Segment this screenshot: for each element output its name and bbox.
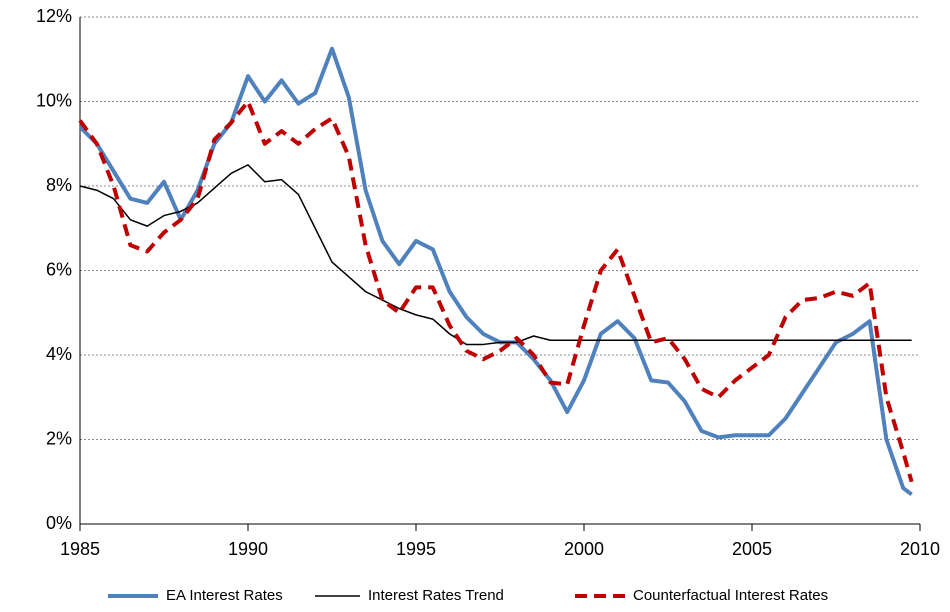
series-line	[79, 164, 912, 346]
y-tick-label: 12%	[36, 6, 72, 26]
y-tick-label: 10%	[36, 90, 72, 110]
x-tick-label: 1990	[228, 539, 268, 559]
x-tick-label: 1995	[396, 539, 436, 559]
legend-label: EA Interest Rates	[166, 587, 283, 604]
x-tick-label: 2000	[564, 539, 604, 559]
y-tick-label: 8%	[46, 175, 72, 195]
x-tick-label: 1985	[60, 539, 100, 559]
y-tick-label: 6%	[46, 259, 72, 279]
y-tick-label: 0%	[46, 513, 72, 533]
y-tick-label: 4%	[46, 344, 72, 364]
x-tick-label: 2005	[732, 539, 772, 559]
series-line	[78, 99, 914, 483]
legend-label: Counterfactual Interest Rates	[633, 587, 828, 604]
legend-label: Interest Rates Trend	[368, 587, 504, 604]
x-tick-label: 2010	[900, 539, 940, 559]
series-line	[78, 46, 913, 497]
y-tick-label: 2%	[46, 428, 72, 448]
